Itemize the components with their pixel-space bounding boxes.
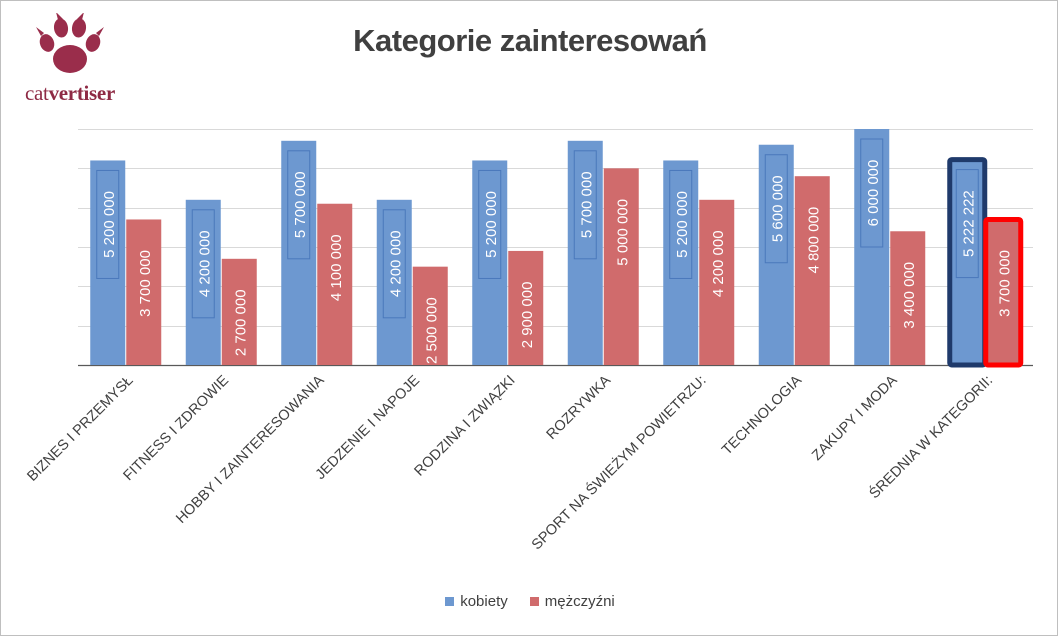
data-label-text: 3 700 000 bbox=[137, 250, 154, 317]
legend-label: mężczyźni bbox=[544, 593, 615, 610]
data-label-mezczyzni-technologia: 4 800 000 bbox=[805, 207, 822, 274]
data-label-mezczyzni-sport-na-swiezym-powietrzu: 4 200 000 bbox=[710, 230, 727, 297]
data-label-text: 5 200 000 bbox=[674, 191, 691, 258]
tick-label-biznes-i-przemysl: BIZNES I PRZEMYSŁ bbox=[24, 373, 136, 485]
data-label-text: 5 700 000 bbox=[578, 171, 595, 238]
tick-label-rozrywka: ROZRYWKA bbox=[544, 372, 615, 443]
data-label-kobiety-technologia: 5 600 000 bbox=[764, 154, 788, 264]
data-label-text: 4 200 000 bbox=[710, 230, 727, 297]
bar-kobiety-rodzina-i-zwiazki bbox=[472, 160, 508, 365]
data-label-mezczyzni-rozrywka: 5 000 000 bbox=[614, 199, 631, 266]
data-label-box bbox=[669, 169, 693, 279]
bar-kobiety-jedzenie-i-napoje bbox=[376, 199, 412, 365]
logo-wordmark: catvertiser bbox=[25, 81, 115, 106]
tick-label-zakupy-i-moda: ZAKUPY I MODA bbox=[809, 372, 901, 464]
chart-title: Kategorie zainteresowań bbox=[353, 23, 707, 58]
data-label-mezczyzni-rodzina-i-zwiazki: 2 900 000 bbox=[519, 282, 536, 349]
data-label-text: 4 100 000 bbox=[328, 234, 345, 301]
paw-icon bbox=[36, 12, 104, 73]
bar-mezczyzni-hobby-i-zainteresowania bbox=[317, 203, 353, 365]
legend-swatch bbox=[445, 597, 455, 606]
data-label-box bbox=[764, 154, 788, 264]
data-label-mezczyzni-srednia-w-kategorii: 3 700 000 bbox=[996, 250, 1013, 317]
data-label-mezczyzni-jedzenie-i-napoje: 2 500 000 bbox=[423, 297, 440, 364]
data-label-text: 5 600 000 bbox=[769, 175, 786, 242]
data-label-text: 5 200 000 bbox=[101, 191, 118, 258]
bar-mezczyzni-zakupy-i-moda bbox=[890, 231, 926, 365]
data-label-text: 2 900 000 bbox=[519, 282, 536, 349]
logo-text-vertiser: vertiser bbox=[48, 81, 116, 105]
tick-label-fitness-i-zdrowie: FITNESS I ZDROWIE bbox=[121, 372, 233, 484]
bar-kobiety-fitness-i-zdrowie bbox=[185, 199, 221, 365]
bar-kobiety-biznes-i-przemysl bbox=[90, 160, 126, 365]
legend-item-kobiety: kobiety bbox=[445, 593, 508, 610]
data-label-box bbox=[191, 209, 215, 319]
data-label-text: 3 700 000 bbox=[996, 250, 1013, 317]
bar-mezczyzni-biznes-i-przemysl bbox=[126, 219, 162, 365]
data-label-text: 5 200 000 bbox=[483, 191, 500, 258]
data-label-box bbox=[96, 169, 120, 279]
data-label-text: 4 200 000 bbox=[387, 230, 404, 297]
data-label-text: 4 800 000 bbox=[805, 207, 822, 274]
bar-mezczyzni-fitness-i-zdrowie bbox=[221, 258, 257, 365]
data-label-kobiety-biznes-i-przemysl: 5 200 000 bbox=[96, 169, 120, 279]
legend-item-mezczyzni: mężczyźni bbox=[529, 593, 615, 610]
bars bbox=[90, 129, 1024, 368]
data-label-text: 2 500 000 bbox=[423, 297, 440, 364]
bar-mezczyzni-technologia bbox=[794, 176, 830, 365]
bar-mezczyzni-rodzina-i-zwiazki bbox=[508, 250, 544, 365]
bar-mezczyzni-sport-na-swiezym-powietrzu bbox=[699, 199, 735, 365]
data-label-kobiety-fitness-i-zdrowie: 4 200 000 bbox=[191, 209, 215, 319]
data-label-kobiety-srednia-w-kategorii: 5 222 222 bbox=[955, 169, 979, 279]
data-label-box bbox=[860, 138, 884, 248]
catvertiser-logo: catvertiser bbox=[25, 12, 115, 106]
data-label-text: 5 000 000 bbox=[614, 199, 631, 266]
data-label-kobiety-sport-na-swiezym-powietrzu: 5 200 000 bbox=[669, 169, 693, 279]
tick-label-jedzenie-i-napoje: JEDZENIE I NAPOJE bbox=[313, 372, 424, 483]
data-label-box bbox=[478, 169, 502, 279]
data-label-text: 2 700 000 bbox=[232, 289, 249, 356]
data-label-text: 6 000 000 bbox=[865, 160, 882, 227]
data-label-text: 4 200 000 bbox=[196, 230, 213, 297]
data-label-mezczyzni-zakupy-i-moda: 3 400 000 bbox=[901, 262, 918, 329]
data-label-kobiety-jedzenie-i-napoje: 4 200 000 bbox=[382, 209, 406, 319]
data-labels: 5 200 000 3 700 000 4 200 000 2 700 000 5 70… bbox=[96, 138, 1013, 364]
bar-kobiety-rozrywka bbox=[567, 140, 603, 365]
data-label-mezczyzni-biznes-i-przemysl: 3 700 000 bbox=[137, 250, 154, 317]
chart-legend: kobiety mężczyźni bbox=[1, 593, 1058, 610]
bar-mezczyzni-rozrywka bbox=[603, 168, 639, 365]
data-label-box bbox=[287, 150, 311, 260]
legend-swatch bbox=[529, 597, 539, 606]
data-label-mezczyzni-fitness-i-zdrowie: 2 700 000 bbox=[232, 289, 249, 356]
data-label-mezczyzni-hobby-i-zainteresowania: 4 100 000 bbox=[328, 234, 345, 301]
logo-text-cat: cat bbox=[25, 81, 49, 105]
data-label-box bbox=[573, 150, 597, 260]
tick-label-sport-na-swiezym-powietrzu: SPORT NA ŚWIEŻYM POWIETRZU: bbox=[527, 371, 709, 553]
bar-mezczyzni-jedzenie-i-napoje bbox=[412, 266, 448, 365]
data-label-kobiety-rodzina-i-zwiazki: 5 200 000 bbox=[478, 169, 502, 279]
bar-kobiety-hobby-i-zainteresowania bbox=[281, 140, 317, 365]
data-label-text: 3 400 000 bbox=[901, 262, 918, 329]
bar-kobiety-technologia bbox=[758, 144, 794, 365]
data-label-kobiety-rozrywka: 5 700 000 bbox=[573, 150, 597, 260]
data-label-text: 5 222 222 bbox=[960, 190, 977, 257]
legend-label: kobiety bbox=[460, 593, 508, 610]
data-label-kobiety-hobby-i-zainteresowania: 5 700 000 bbox=[287, 150, 311, 260]
data-label-box bbox=[382, 209, 406, 319]
data-label-box bbox=[955, 169, 979, 279]
data-label-text: 5 700 000 bbox=[292, 171, 309, 238]
bar-kobiety-sport-na-swiezym-powietrzu bbox=[663, 160, 699, 365]
tick-label-technologia: TECHNOLOGIA bbox=[719, 372, 805, 458]
data-label-kobiety-zakupy-i-moda: 6 000 000 bbox=[860, 138, 884, 248]
bar-mezczyzni-srednia-w-kategorii bbox=[983, 216, 1024, 368]
bar-chart: 5 200 000 3 700 000 4 200 000 2 700 000 5 70… bbox=[24, 129, 1033, 553]
gridlines bbox=[78, 129, 1033, 367]
tick-label-rodzina-i-zwiazki: RODZINA I ZWIĄZKI bbox=[412, 373, 519, 480]
